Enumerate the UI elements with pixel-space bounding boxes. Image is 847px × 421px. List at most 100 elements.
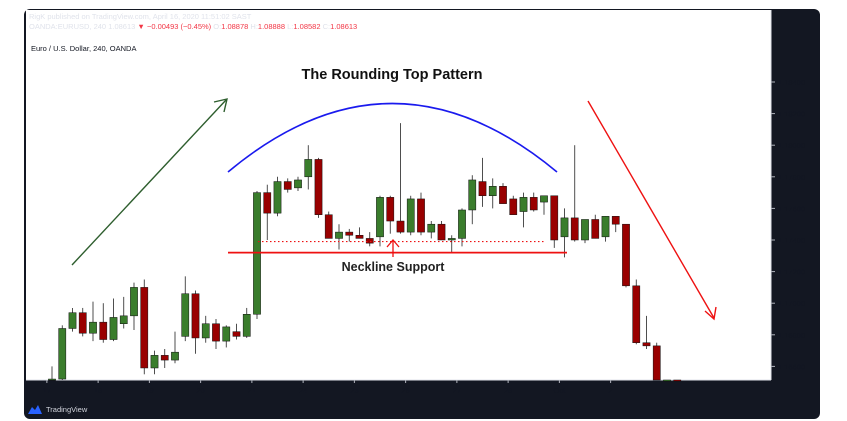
candle-up — [601, 216, 610, 242]
candle-down — [632, 279, 641, 345]
candle-down — [591, 214, 600, 239]
y-tick-label: 1.17400 — [778, 236, 805, 245]
candle-up — [458, 208, 466, 247]
y-tick-label: 1.18200 — [778, 110, 805, 119]
last-price: 1.08613 — [108, 22, 136, 31]
candle-body — [181, 293, 190, 337]
candle-body — [632, 285, 641, 343]
candle-up — [560, 208, 569, 258]
candle-up — [304, 145, 313, 190]
candle-body — [468, 179, 477, 211]
ohlc-line: OANDA:EURUSD, 240 1.08613 ▼ −0.00493 (−0… — [29, 22, 358, 31]
y-tick-label: 1.17200 — [778, 268, 805, 277]
candle-down — [355, 227, 364, 239]
candle-down — [437, 221, 446, 241]
candle-down — [283, 178, 292, 193]
candle-body — [437, 223, 446, 241]
y-tick-label: 1.17000 — [778, 299, 805, 308]
candle-body — [386, 197, 395, 222]
candle-down — [478, 157, 487, 207]
candle-body — [417, 198, 425, 233]
y-axis: 1.16600 1.16800 1.17000 1.17200 1.17400 1.176… — [770, 10, 805, 380]
x-tick-label: 19 — [145, 386, 153, 395]
change-value: −0.00493 (−0.45%) — [146, 22, 212, 31]
candle-down — [99, 303, 108, 343]
candle-up — [68, 307, 77, 332]
candle-body — [406, 198, 415, 233]
x-tick-label: 25 — [350, 386, 358, 395]
candle-up — [273, 176, 282, 217]
candle-body — [294, 179, 302, 189]
footer-brand: TradingView — [46, 405, 88, 414]
open-value: 1.08878 — [221, 22, 249, 31]
candle-body — [160, 355, 169, 361]
candle-body — [365, 238, 374, 244]
candle-up — [663, 379, 671, 382]
candle-body — [601, 216, 610, 238]
candle-up — [222, 325, 231, 348]
y-tick-label: 1.18000 — [778, 141, 805, 150]
x-tick-label: 28 — [504, 386, 512, 395]
candle-body — [191, 293, 200, 339]
candle-body — [345, 231, 354, 236]
candle-down — [509, 195, 518, 215]
candle-up — [171, 331, 179, 364]
candle-body — [58, 328, 67, 380]
neckline-label: Neckline Support — [342, 260, 446, 274]
candle-body — [488, 186, 497, 197]
uptrend-arrow-icon — [71, 98, 228, 266]
candle-up — [89, 301, 97, 342]
candle-body — [581, 219, 589, 241]
candle-down — [652, 342, 661, 381]
candle-up — [181, 276, 190, 342]
change-down-icon: ▼ — [137, 22, 145, 31]
symbol: OANDA:EURUSD, 240 — [29, 22, 107, 31]
candle-body — [355, 235, 364, 239]
candle-down — [499, 183, 507, 204]
candle-body — [314, 159, 323, 215]
candle-down — [263, 184, 272, 240]
candle-down — [570, 145, 579, 242]
candle-body — [222, 326, 231, 342]
candle-up — [406, 195, 415, 236]
candle-body — [478, 181, 487, 197]
close-value: 1.08613 — [330, 22, 358, 31]
annotations: Neckline Support — [71, 98, 717, 321]
candle-body — [642, 342, 651, 347]
candle-up — [468, 175, 477, 225]
x-tick-label: 26 — [401, 386, 409, 395]
x-tick-label: 21 — [248, 386, 256, 395]
candle-up — [519, 192, 528, 228]
candle-up — [48, 366, 56, 381]
candle-down — [314, 157, 323, 218]
candle-body — [283, 181, 292, 190]
candle-down — [673, 379, 682, 382]
candle-body — [560, 217, 569, 238]
candle-body — [99, 321, 108, 340]
candle-up — [58, 325, 67, 380]
publish-line: RigK published on TradingView.com, April… — [29, 12, 252, 21]
candle-down — [140, 279, 149, 375]
y-tick-label: 1.17600 — [778, 204, 805, 213]
candle-body — [570, 217, 579, 241]
candle-up — [119, 296, 128, 329]
candle-body — [324, 214, 333, 239]
y-tick-label: 1.18400 — [778, 78, 805, 87]
candle-body — [611, 216, 620, 225]
candle-down — [345, 228, 354, 242]
high-value: 1.08888 — [257, 22, 286, 31]
candle-down — [160, 349, 169, 368]
candle-body — [427, 223, 436, 233]
downtrend-arrow-icon — [587, 100, 717, 321]
candle-up — [109, 298, 118, 342]
candle-body — [232, 331, 241, 337]
candle-body — [140, 287, 149, 369]
candle-body — [48, 378, 56, 381]
x-axis: 17 18 19 20 21 24 25 26 27 28 Oct 2 — [26, 379, 771, 395]
up-arrow-icon — [386, 239, 400, 257]
candle-body — [304, 159, 313, 178]
tradingview-logo-icon — [28, 405, 42, 414]
candle-body — [622, 223, 630, 287]
candle-down — [611, 216, 620, 233]
